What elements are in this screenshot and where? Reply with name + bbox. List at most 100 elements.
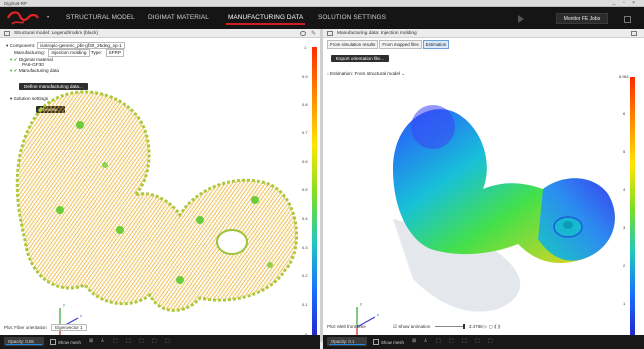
step-back-icon[interactable]: ⟪ [492,324,497,329]
melt-front-viewport[interactable] [323,79,628,349]
show-mesh-checkbox[interactable]: Show mesh [50,339,81,345]
colorbar-tick: 3 [623,225,626,230]
menu-digimat-material[interactable]: DIGIMAT MATERIAL [148,14,209,21]
define-manufacturing-data-button[interactable]: Define manufacturing data... [19,83,88,90]
edit-pencil-icon[interactable]: ✎ [311,31,317,37]
colorbar-tick: 0.5 [302,187,308,192]
document-icon[interactable] [631,31,637,36]
view-fit-icon[interactable]: ⊠ [89,338,94,344]
view-front-icon[interactable]: ⬚ [113,338,118,344]
colorbar-tick: 0.9 [302,74,308,79]
view-left-icon[interactable]: ⬚ [462,338,467,344]
view-axes-icon[interactable]: ⅄ [101,338,105,344]
step-forward-icon[interactable]: ⟫ [496,324,501,329]
layout-grid-icon[interactable] [624,16,631,23]
tree-material-name[interactable]: PA6-GF30 [22,62,44,68]
left-pane-header: Structural model: Legend/Irodim (black) … [0,29,320,38]
show-animation-checkbox[interactable]: ☑ [393,324,399,329]
colorbar-tick: 5 [623,149,626,154]
left-plot-bar: Plot: Fiber orientation Eigenvector 1 [4,324,87,331]
colorbar-tick: 0.6 [302,159,308,164]
menu-manufacturing-data[interactable]: MANUFACTURING DATA [225,14,306,25]
tab-estimation[interactable]: Estimation [422,40,450,49]
right-pane-header: Manufacturing data: Injection molding [323,29,644,38]
view-top-icon[interactable]: ⬚ [488,338,493,344]
chevron-down-icon[interactable]: ⌄ [400,71,406,76]
plot-select[interactable]: Melt front time [337,324,366,329]
tab-from-mapped-files[interactable]: From mapped files [379,40,422,49]
colorbar-tick: 0.1 [302,302,308,307]
estimation-select[interactable]: From structural model [354,71,401,76]
component-select[interactable]: isotropic-generic_pbt-gf30_25deg_sp-1 [37,42,125,50]
colorbar-tick: 0.4 [302,216,308,221]
type-select[interactable]: SFRP [105,49,125,57]
visibility-eye-icon[interactable] [300,31,306,36]
left-bottom-toolbar: Opacity: 0.55 Show mesh ⊠ ⅄ ⬚ ⬚ ⬚ ⬚ ⬚ [0,335,320,349]
right-colorbar [630,77,635,340]
view-front-icon[interactable]: ⬚ [436,338,441,344]
menu-structural-model[interactable]: STRUCTURAL MODEL [66,14,135,21]
fiber-orientation-viewport[interactable] [0,70,310,348]
view-back-icon[interactable]: ⬚ [126,338,131,344]
run-play-icon[interactable] [518,15,524,23]
solution-tree: ▾ Solution settings [10,96,49,101]
pane-splitter[interactable] [320,29,323,342]
view-left-icon[interactable]: ⬚ [139,338,144,344]
animation-value: 3.4788 [468,324,483,329]
view-axes-icon[interactable]: ⅄ [424,338,428,344]
view-top-icon[interactable]: ⬚ [165,338,170,344]
panel-toggle-icon[interactable] [327,31,333,36]
panel-toggle-icon[interactable] [4,31,10,36]
axis-y-label: y [63,302,65,307]
opacity-slider[interactable]: Opacity: 0.1 [327,337,367,346]
axis-x-label: x [377,312,379,317]
right-pane-title: Manufacturing data: Injection molding [337,31,417,36]
app-menu-dot-icon[interactable]: • [47,15,50,21]
estimation-label: Estimation: [329,71,354,76]
part-mesh [15,90,298,312]
right-plot-bar: Plot: Melt front time [327,324,366,331]
window-title: Digimat-RP [4,1,28,6]
tree-manufacturing-data[interactable]: Manufacturing data [18,67,60,73]
colorbar-tick: 4 [623,187,626,192]
colorbar-tick: 6 [623,111,626,116]
colorbar-tick: 0.7 [302,130,308,135]
main-menubar: • STRUCTURAL MODEL DIGIMAT MATERIAL MANU… [0,7,644,29]
eigenvector-select[interactable]: Eigenvector 1 [51,324,87,331]
left-pane-title: Structural model: Legend/Irodim (black) [14,31,98,36]
colorbar-tick: 0.3 [302,245,308,250]
animation-slider[interactable] [434,324,465,329]
plot-select[interactable]: Fiber orientation [14,325,47,330]
show-animation-label: Show animation [398,324,431,329]
stop-icon[interactable]: ▢ [487,324,493,329]
tree-solution-settings[interactable]: Solution settings [13,96,49,101]
view-back-icon[interactable]: ⬚ [449,338,454,344]
tab-from-simulation-results[interactable]: From simulation results [327,40,379,49]
tree-digimat-material[interactable]: Digimat material [18,56,53,62]
view-fit-icon[interactable]: ⊠ [412,338,417,344]
model-tree: ▾ Component: isotropic-generic_pbt-gf30_2… [6,42,125,73]
view-right-icon[interactable]: ⬚ [152,338,157,344]
colorbar-tick: 6.961 [619,74,630,79]
axis-x-label: x [80,313,82,318]
colorbar-tick: 0.8 [302,102,308,107]
animation-bar: ☑ Show animation 3.4788 ▷ ▢ ⟪ ⟫ [393,324,500,331]
window-controls[interactable]: _ ▫ × [612,0,638,6]
manufacturing-select[interactable]: Injection molding [48,49,90,57]
show-mesh-checkbox[interactable]: Show mesh [373,339,404,345]
menu-solution-settings[interactable]: SOLUTION SETTINGS [318,14,387,21]
monitor-fe-jobs-button[interactable]: Monitor FE Jobs [556,13,608,24]
colorbar-tick: 2 [623,263,626,268]
play-icon[interactable]: ▷ [483,324,488,329]
manufacturing-label: Manufacturing: [14,50,46,56]
export-orientation-file-button[interactable]: Export orientation file... [331,55,389,62]
part-melt-front [393,105,615,264]
colorbar-tick: 0 [305,332,307,337]
app-logo-icon [6,11,39,25]
opacity-slider[interactable]: Opacity: 0.55 [4,337,44,346]
plot-label: Plot: [327,324,337,329]
component-label: Component: [9,43,36,48]
view-right-icon[interactable]: ⬚ [475,338,480,344]
left-pane: Structural model: Legend/Irodim (black) … [0,29,320,345]
source-tabs: From simulation results From mapped files… [327,40,450,49]
